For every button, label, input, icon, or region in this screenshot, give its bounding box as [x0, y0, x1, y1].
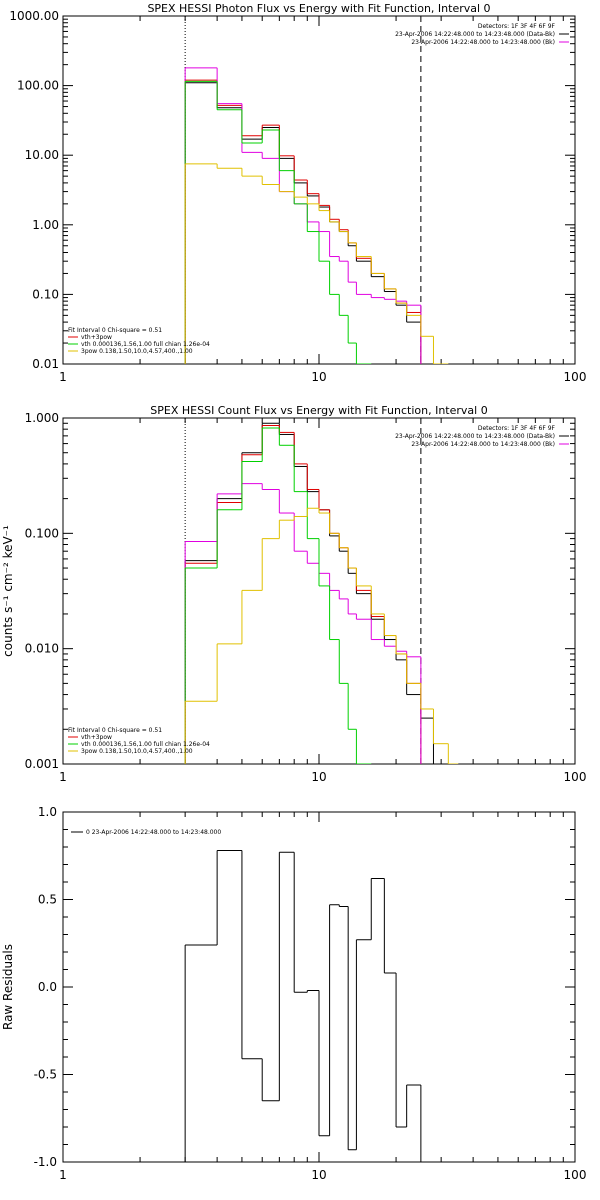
chart-title: SPEX HESSI Count Flux vs Energy with Fit… [150, 404, 487, 417]
series-0-23-apr-2006-14-22-48-000-to-14-23-48-000 [184, 850, 422, 1162]
legend-entry: vth+3pow [81, 734, 112, 741]
x-tick-label: 1 [59, 1168, 67, 1182]
y-tick-label: 100.00 [17, 79, 59, 93]
y-tick-label: 1.0 [38, 805, 57, 819]
legend-fit-info: Fit Interval 0 Chi-square = 0.51 [68, 327, 162, 334]
legend-fit-info: Fit Interval 0 Chi-square = 0.51 [68, 727, 162, 734]
chart-title: SPEX HESSI Photon Flux vs Energy with Fi… [147, 2, 490, 15]
y-axis-label: counts s⁻¹ cm⁻² keV⁻¹ [1, 525, 15, 657]
y-tick-label: 0.10 [32, 287, 59, 301]
legend-top-right-line: 23-Apr-2006 14:22:48.000 to 14:23:48.000… [411, 441, 555, 448]
legend-top-right-line: Detectors: 1F 3F 4F 6F 9F [478, 23, 556, 30]
legend-entry: 3pow 0.138,1.50,10.0,4.57,400.,1.00 [81, 748, 193, 755]
y-tick-label: 1.000 [25, 411, 59, 425]
series-vth-3pow [184, 79, 422, 364]
x-tick-label: 10 [311, 770, 326, 784]
legend-top-right-line: 23-Apr-2006 14:22:48.000 to 14:23:48.000… [395, 31, 555, 38]
y-tick-label: 0.001 [25, 757, 59, 771]
x-tick-label: 10 [311, 1168, 326, 1182]
series-vth [184, 80, 372, 364]
chart-panel-1: SPEX HESSI Photon Flux vs Energy with Fi… [9, 2, 586, 384]
legend-top-right-line: 23-Apr-2006 14:22:48.000 to 14:23:48.000… [411, 39, 555, 46]
legend-entry: 0 23-Apr-2006 14:22:48.000 to 14:23:48.0… [86, 829, 221, 836]
y-tick-label: -0.5 [34, 1068, 57, 1082]
series-3pow [184, 163, 449, 364]
legend-entry: vth 0.000136,1.56,1.00 full chian 1.26e-… [81, 741, 210, 748]
legend-entry: 3pow 0.138,1.50,10.0,4.57,400.,1.00 [81, 348, 193, 355]
series-data-bk [184, 82, 422, 364]
y-tick-label: 10.00 [25, 148, 59, 162]
x-tick-label: 1 [59, 370, 67, 384]
y-tick-label: 0.0 [38, 980, 57, 994]
legend-top-right-line: 23-Apr-2006 14:22:48.000 to 14:23:48.000… [395, 433, 555, 440]
x-tick-label: 100 [564, 770, 587, 784]
series-3pow [184, 507, 459, 764]
x-tick-label: 10 [311, 370, 326, 384]
x-tick-label: 100 [564, 370, 587, 384]
x-tick-label: 1 [59, 770, 67, 784]
x-tick-label: 100 [564, 1168, 587, 1182]
series-vth [184, 427, 372, 764]
series-vth-3pow [184, 425, 422, 764]
y-tick-label: 0.5 [38, 893, 57, 907]
legend-top-right-line: Detectors: 1F 3F 4F 6F 9F [478, 425, 556, 432]
y-tick-label: 1000.00 [9, 9, 59, 23]
y-tick-label: -1.0 [34, 1155, 57, 1169]
plot-frame [62, 15, 576, 365]
series-bk [184, 67, 422, 364]
plot-frame [62, 417, 576, 765]
chart-panel-2: SPEX HESSI Count Flux vs Energy with Fit… [1, 404, 586, 784]
series-bk [184, 483, 422, 764]
y-axis-label: Raw Residuals [1, 944, 15, 1030]
y-tick-label: 0.01 [32, 357, 59, 371]
legend-entry: vth+3pow [81, 334, 112, 341]
y-tick-label: 0.100 [25, 526, 59, 540]
y-tick-label: 0.010 [25, 642, 59, 656]
chart-panel-3: 1 10 100 -1.0 -0.5 0.0 0.5 1.0 Raw Residuals 0 23… [1, 805, 586, 1182]
series-data-bk [184, 422, 434, 764]
legend-entry: vth 0.000136,1.56,1.00 full chian 1.26e-… [81, 341, 210, 348]
y-tick-label: 1.00 [32, 218, 59, 232]
